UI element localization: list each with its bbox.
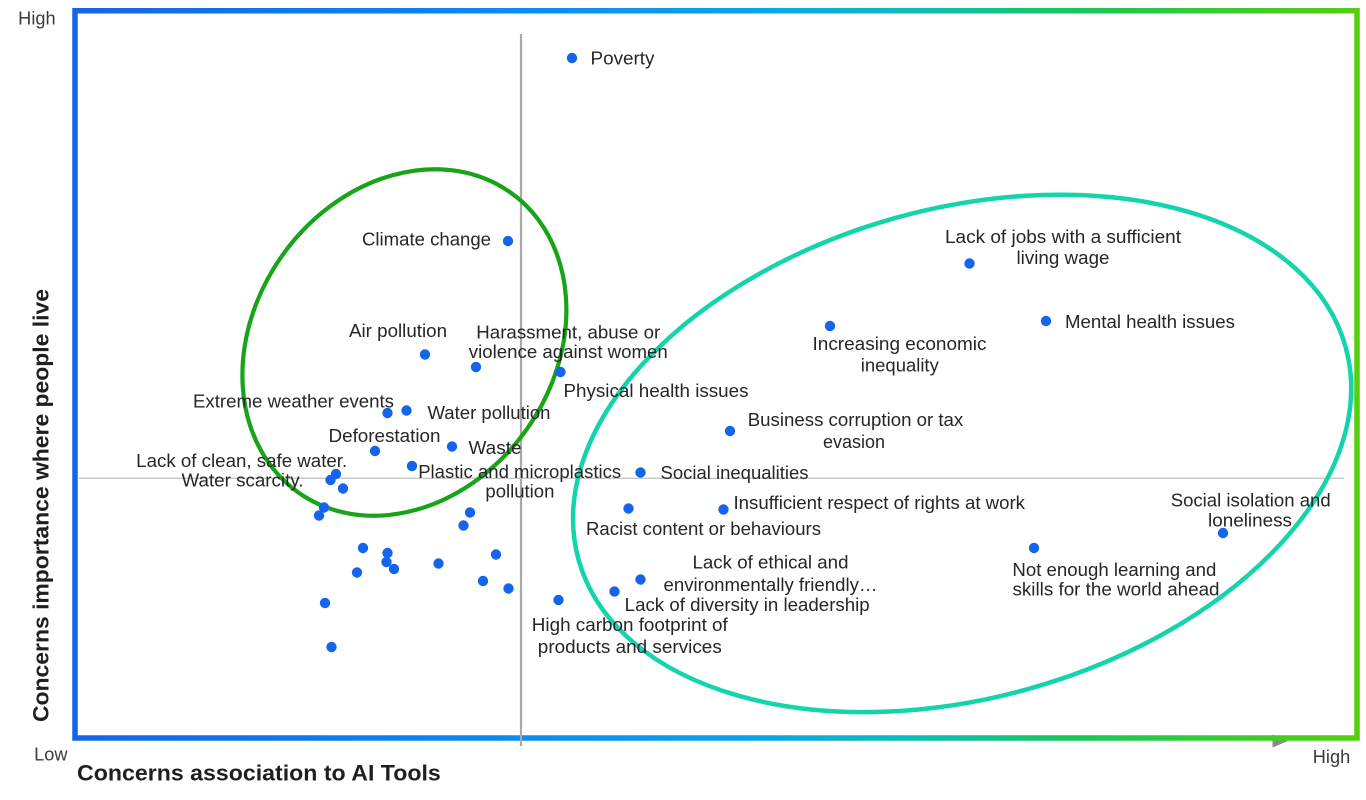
svg-text:loneliness: loneliness	[1208, 510, 1292, 531]
svg-text:Mental health issues: Mental health issues	[1065, 311, 1235, 332]
svg-text:High: High	[18, 9, 55, 29]
svg-text:skills for the world ahead: skills for the world ahead	[1013, 579, 1220, 600]
svg-text:Extreme weather events: Extreme weather events	[193, 391, 394, 412]
svg-text:pollution: pollution	[485, 480, 554, 501]
svg-text:Harassment, abuse or: Harassment, abuse or	[476, 322, 660, 343]
svg-text:Climate change: Climate change	[362, 229, 491, 250]
svg-text:Deforestation: Deforestation	[329, 425, 441, 446]
svg-text:Lack of jobs with a sufficient: Lack of jobs with a sufficient	[945, 226, 1182, 247]
svg-text:Lack of diversity in leadershi: Lack of diversity in leadership	[625, 594, 870, 615]
svg-text:Business corruption or tax: Business corruption or tax	[748, 409, 964, 430]
svg-text:evasion: evasion	[823, 431, 885, 452]
svg-text:Low: Low	[34, 745, 68, 765]
svg-text:Social isolation and: Social isolation and	[1171, 490, 1331, 511]
svg-text:Increasing economic: Increasing economic	[813, 333, 987, 354]
svg-text:Plastic and microplastics: Plastic and microplastics	[418, 461, 621, 482]
svg-text:living wage: living wage	[1017, 247, 1110, 268]
svg-text:Physical health issues: Physical health issues	[564, 380, 749, 401]
svg-text:Water scarcity.: Water scarcity.	[182, 470, 304, 491]
svg-text:Water pollution: Water pollution	[428, 402, 551, 423]
svg-text:Social inequalities: Social inequalities	[661, 462, 809, 483]
svg-text:Concerns importance where peop: Concerns importance where people live	[29, 289, 54, 722]
svg-text:Insufficient respect of rights: Insufficient respect of rights at work	[734, 492, 1026, 513]
svg-text:inequality: inequality	[861, 354, 940, 375]
svg-text:violence against women: violence against women	[469, 341, 668, 362]
svg-text:Waste: Waste	[469, 437, 522, 458]
svg-text:High carbon footprint of: High carbon footprint of	[532, 614, 729, 635]
svg-text:Racist content or behaviours: Racist content or behaviours	[586, 518, 821, 539]
svg-text:products and services: products and services	[538, 636, 722, 657]
svg-text:High: High	[1313, 747, 1350, 767]
svg-text:Lack of clean, safe water.: Lack of clean, safe water.	[136, 450, 347, 471]
svg-text:Poverty: Poverty	[591, 48, 656, 69]
svg-text:Concerns association to AI Too: Concerns association to AI Tools	[77, 761, 441, 786]
svg-text:environmentally friendly…: environmentally friendly…	[664, 574, 878, 595]
svg-text:Lack of ethical and: Lack of ethical and	[693, 552, 849, 573]
svg-text:Air pollution: Air pollution	[349, 320, 447, 341]
svg-text:Not enough learning and: Not enough learning and	[1012, 559, 1216, 580]
